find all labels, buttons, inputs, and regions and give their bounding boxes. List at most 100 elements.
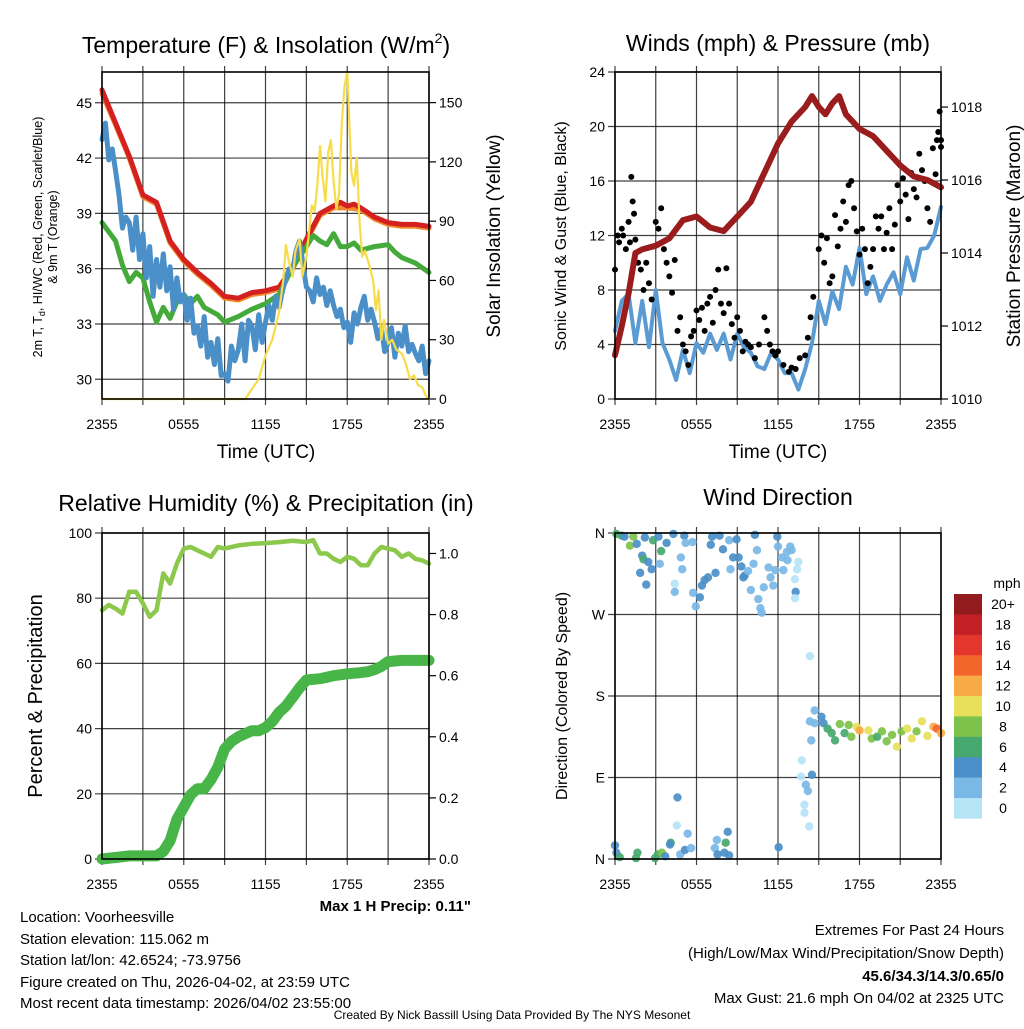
wind-direction-point [773, 532, 782, 541]
wind-direction-point [764, 563, 773, 572]
winds-y2tick-label: 1018 [951, 99, 982, 115]
figure-created-text: Figure created on Thu, 2026-04-02, at 23… [20, 974, 350, 991]
wind-direction-point [827, 728, 836, 738]
winds-series-gust-point [643, 259, 650, 266]
temperature-xtick-label: 2355 [413, 416, 444, 432]
winds-series-gust-point [861, 246, 868, 253]
winds-series-gust-point [867, 263, 874, 270]
colorbar-label: 0 [999, 800, 1007, 816]
winds-series-gust-point [856, 251, 863, 258]
winds-ytick-label: 4 [597, 337, 605, 353]
winds-series-gust-point [629, 198, 636, 205]
wind-direction-point [805, 822, 814, 831]
wind-direction-point [844, 720, 853, 730]
wind-direction-point [769, 581, 778, 590]
wind-direction-point [797, 756, 806, 765]
wind-direction-point [734, 553, 743, 562]
winds-series-gust-point [723, 265, 730, 272]
winds-series-gust-point [864, 280, 871, 287]
winds-ytick-label: 24 [589, 64, 605, 80]
humidity-plot-frame [101, 532, 430, 860]
wind-direction-point [794, 557, 803, 567]
winds-series-gust-point [679, 341, 686, 348]
winds-series-gust-point [870, 246, 877, 253]
wind-direction-point [688, 537, 697, 547]
winds-xtick-label: 1755 [844, 416, 875, 432]
winds-series-gust-point [652, 218, 659, 225]
winds-series-gust-point [764, 327, 771, 334]
winds-series-gust-point [709, 319, 716, 326]
winds-y2tick-label: 1012 [951, 318, 982, 334]
wind-direction-point [803, 786, 813, 796]
colorbar-swatch [954, 696, 982, 717]
winds-series-gust-point [902, 191, 909, 198]
wind-direction-point [631, 853, 641, 863]
winds-y2tick-label: 1014 [951, 245, 982, 261]
winds-xtick-label: 1155 [763, 416, 793, 432]
colorbar-label: 2 [999, 780, 1007, 796]
humidity-ytick-label: 0 [84, 851, 92, 867]
wind-direction-point [882, 737, 891, 746]
humidity-ytick-label: 60 [76, 655, 92, 671]
solar-insolation-ylabel: Solar Insolation (Yellow) [484, 134, 505, 337]
winds-series-gust-point [761, 314, 768, 321]
winds-series-gust-point [720, 310, 727, 317]
wind-direction-point [629, 532, 638, 541]
wind-direction-point [743, 566, 753, 576]
winds-series-gust-point [731, 334, 738, 341]
wind-direction-point [724, 536, 734, 545]
wind-direction-point [703, 573, 713, 582]
winds-series-gust-point [626, 239, 633, 246]
wind-direction-point [642, 580, 651, 589]
temperature-ytick-label: 45 [76, 95, 92, 111]
winds-series-gust-point [859, 225, 866, 232]
wind-direction-point [912, 727, 921, 736]
wind-direction-point [773, 542, 783, 551]
direction-ylabel: Direction (Colored By Speed) [554, 592, 571, 800]
temperature-y2tick-label: 60 [439, 272, 455, 288]
wind-direction-point [724, 851, 734, 860]
wind-direction-point [917, 717, 927, 726]
winds-series-sonic-wind-line [613, 204, 943, 392]
winds-series-gust-point [916, 150, 923, 157]
winds-series-gust-point [815, 246, 822, 253]
wind-direction-point [678, 565, 687, 574]
wind-direction-point [669, 529, 678, 539]
winds-series-gust-point [674, 327, 681, 334]
wind-direction-point [683, 829, 692, 838]
wind-direction-point [771, 565, 780, 575]
winds-series-gust-point [891, 221, 898, 228]
humidity-ytick-label: 40 [76, 721, 92, 737]
humidity-xtick-label: 1755 [332, 876, 363, 892]
wind-direction-point [662, 538, 671, 548]
winds-series-gust-point [935, 128, 942, 135]
colorbar-swatch [954, 716, 982, 738]
winds-series-gust-point [918, 167, 925, 174]
winds-series-gust-point [897, 198, 904, 205]
winds-series-gust-point [889, 246, 896, 253]
winds-series-gust-point [690, 327, 697, 334]
winds-series-station-pressure-line [612, 93, 944, 359]
wind-direction-point [864, 726, 873, 735]
wind-direction-point [670, 579, 679, 588]
wind-direction-point [713, 850, 722, 859]
colorbar-swatch [954, 634, 982, 656]
wind-direction-point [830, 736, 840, 745]
temperature-ytick-label: 39 [76, 205, 92, 221]
direction-xtick-label: 0555 [681, 876, 712, 892]
winds-y2tick-label: 1010 [951, 391, 982, 407]
winds-series-gust-point [669, 289, 676, 296]
humidity-chart-title: Relative Humidity (%) & Precipitation (i… [58, 490, 473, 516]
humidity-xtick-label: 1155 [250, 876, 280, 892]
winds-series-gust-point [671, 257, 678, 264]
wind-direction-point [686, 843, 696, 853]
temperature-chart: 30 33 36 39 42 45 0 30 60 90 120 150 2355 0555 1155 175… [76, 66, 463, 432]
winds-series-gust-point [886, 205, 893, 212]
colorbar-swatch [954, 655, 982, 676]
temperature-xtick-label: 1155 [250, 416, 280, 432]
winds-series-gust-point [851, 205, 858, 212]
winds-series-gust-point [685, 361, 692, 368]
temperature-series-td-line [99, 220, 432, 325]
colorbar-label: 20+ [991, 596, 1015, 612]
